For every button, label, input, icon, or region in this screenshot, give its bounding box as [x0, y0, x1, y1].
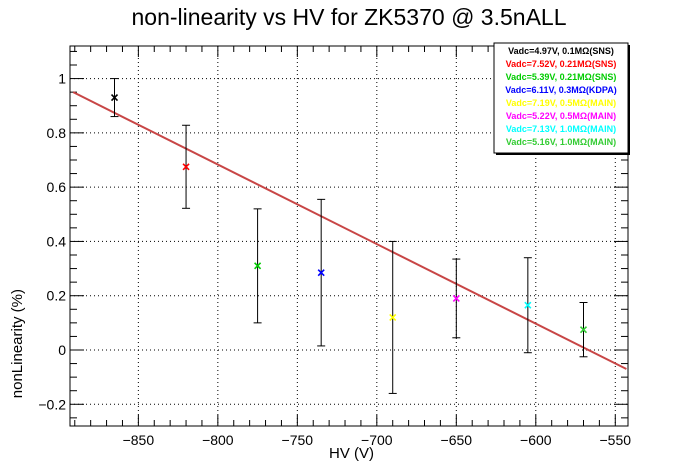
y-tick-label: −0.2: [38, 396, 66, 412]
x-tick-label: −550: [600, 432, 632, 448]
y-tick-label: 0.4: [47, 233, 67, 249]
legend-entry: Vadc=4.97V, 0.1MΩ(SNS): [508, 46, 614, 56]
tick-labels: −850 −800 −750 −700 −650 −600 −550 −0.2 0 0.2 0.4 0…: [38, 71, 631, 448]
x-tick-label: −800: [202, 432, 234, 448]
y-tick-label: 1: [58, 71, 66, 87]
x-tick-label: −600: [520, 432, 552, 448]
fit-line: [72, 91, 627, 370]
legend-entry: Vadc=5.39V, 0.21MΩ(SNS): [506, 72, 617, 82]
data-point: [388, 240, 397, 394]
y-tick-label: 0.6: [47, 179, 67, 195]
data-point: [452, 258, 461, 339]
point-marker: [317, 269, 325, 277]
legend-entry: Vadc=6.11V, 0.3MΩ(KDPA): [505, 85, 617, 95]
y-axis-label: nonLinearity (%): [9, 289, 26, 398]
point-marker: [579, 326, 588, 334]
legend-box: [493, 42, 629, 154]
data-point: [253, 208, 262, 324]
data-points: [110, 78, 588, 394]
data-point: [523, 257, 532, 354]
point-marker: [182, 163, 190, 171]
legend-entry: Vadc=7.52V, 0.21MΩ(SNS): [506, 59, 617, 69]
y-tick-label: 0: [58, 342, 66, 358]
chart-title: non-linearity vs HV for ZK5370 @ 3.5nALL: [131, 4, 567, 30]
x-axis-label: HV (V): [329, 445, 374, 462]
legend-entry: Vadc=7.13V, 1.0MΩ(MAIN): [506, 124, 616, 134]
point-marker: [254, 262, 262, 270]
plot-frame: [69, 45, 629, 427]
point-marker: [389, 313, 397, 321]
legend-entry: Vadc=5.16V, 1.0MΩ(MAIN): [506, 137, 616, 147]
x-tick-label: −650: [441, 432, 473, 448]
data-point: [110, 78, 119, 118]
legend: Vadc=4.97V, 0.1MΩ(SNS) Vadc=7.52V, 0.21MΩ…: [493, 42, 630, 155]
data-point: [579, 302, 588, 358]
x-tick-label: −850: [123, 432, 155, 448]
point-marker: [524, 301, 532, 309]
x-tick-label: −750: [282, 432, 314, 448]
point-marker: [110, 94, 119, 102]
y-tick-label: 0.8: [47, 125, 67, 141]
point-marker: [452, 294, 460, 302]
legend-entry: Vadc=5.22V, 0.5MΩ(MAIN): [506, 111, 616, 121]
data-point: [182, 124, 191, 209]
x-tick-label: −700: [361, 432, 393, 448]
legend-entry: Vadc=7.19V, 0.5MΩ(MAIN): [506, 98, 616, 108]
y-tick-label: 0.2: [47, 288, 67, 304]
data-point: [317, 198, 326, 347]
